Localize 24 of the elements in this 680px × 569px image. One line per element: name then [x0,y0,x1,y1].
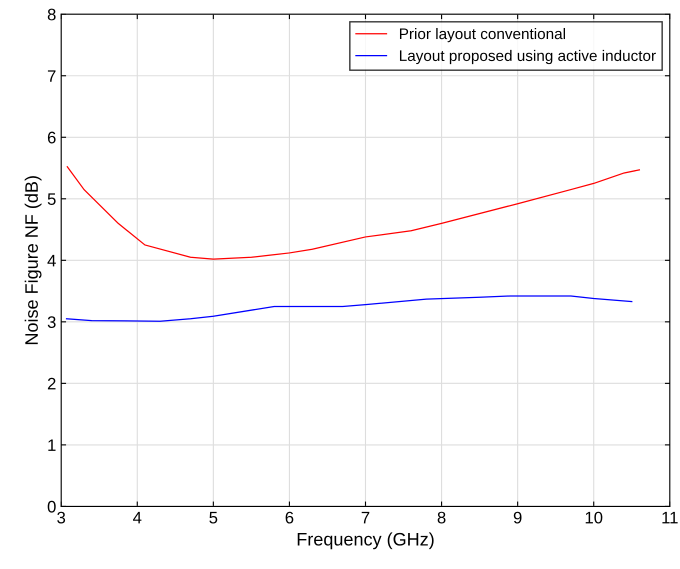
x-tick-label: 4 [133,512,142,524]
y-tick-label: 1 [48,439,56,451]
y-tick-label: 2 [48,378,56,390]
y-tick-label: 4 [47,254,56,266]
x-tick-label: 8 [438,512,446,524]
y-tick-label: 7 [48,70,56,82]
line-series [66,295,632,322]
legend-label: Layout proposed using active inductor [400,50,656,64]
x-tick-label: 9 [514,512,522,524]
x-tick-label: 3 [57,512,66,524]
x-tick-label: 11 [662,512,678,524]
line-series [66,166,640,260]
y-tick-label: 0 [48,500,56,513]
y-tick-label: 5 [48,193,56,205]
x-tick-label: 5 [209,512,218,524]
x-axis-title: Frequency (GHz) [298,532,434,550]
x-tick-label: 6 [286,512,294,524]
y-tick-label: 8 [48,8,56,20]
legend-label: Prior layout conventional [400,28,566,42]
y-axis-title: Noise Figure NF (dB) [24,176,42,344]
y-tick-label: 3 [48,316,56,328]
y-tick-label: 6 [48,132,56,144]
x-tick-label: 7 [362,512,370,524]
x-tick-label: 10 [586,512,602,524]
